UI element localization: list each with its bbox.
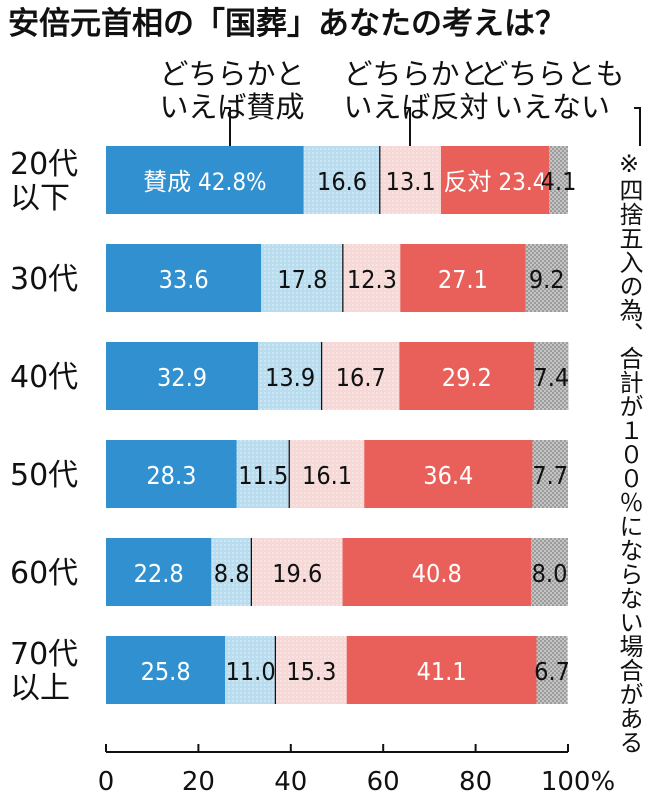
legend-leader-somewhat_favor <box>224 107 231 146</box>
x-tick-label-3: 60 <box>367 767 400 797</box>
category-label-2-0: 40代 <box>10 360 78 395</box>
category-label-5-0: 70代 <box>10 637 78 672</box>
chart-title: 安倍元首相の「国葬」あなたの考えは？ <box>8 6 566 42</box>
data-label-oppose-4: 40.8 <box>412 559 462 588</box>
bar-oppose-0 <box>440 146 550 214</box>
data-label-somewhat_oppose-5: 15.3 <box>286 657 336 686</box>
data-label-somewhat_oppose-1: 12.3 <box>347 265 397 294</box>
bar-oppose-4 <box>342 538 532 606</box>
bar-somewhat_favor-1 <box>261 244 344 312</box>
category-label-4-0: 60代 <box>10 556 78 591</box>
category-label-5-1: 以上 <box>10 671 70 706</box>
bar-somewhat_oppose-5 <box>276 636 347 704</box>
bar-favor-1 <box>106 244 262 312</box>
data-label-oppose-3: 36.4 <box>423 461 473 490</box>
legend-neither-line1: いえない <box>494 90 610 124</box>
data-label-neither-3: 7.7 <box>532 461 568 490</box>
x-tick-label-5: 100% <box>541 767 615 797</box>
bar-favor-3 <box>106 440 237 508</box>
data-label-somewhat_favor-2: 13.9 <box>265 363 315 392</box>
category-label-3-0: 50代 <box>10 458 78 493</box>
data-label-somewhat_oppose-0: 13.1 <box>386 167 436 196</box>
data-label-oppose-0: 反対 23.4 <box>444 168 547 196</box>
bars-group: 賛成 42.8% 16.6 13.1 反対 23.44.1 33.6 17.8 12.3 27… <box>106 146 576 704</box>
bar-neither-5 <box>536 636 568 704</box>
rounding-note: ※四捨五入の為、合計が１００％にならない場合がある <box>615 150 643 754</box>
bar-somewhat_favor-3 <box>236 440 290 508</box>
x-tick-label-4: 80 <box>459 767 492 797</box>
data-label-favor-5: 25.8 <box>141 657 191 686</box>
data-label-neither-0: 4.1 <box>541 167 577 196</box>
legend-somewhat_favor-line0: どちらかと <box>159 57 304 91</box>
bar-somewhat_favor-0 <box>303 146 381 214</box>
legend-somewhat_oppose-line0: どちらかと <box>343 57 488 91</box>
bar-neither-4 <box>531 538 568 606</box>
data-label-neither-4: 8.0 <box>532 559 568 588</box>
bar-oppose-2 <box>399 342 535 410</box>
data-label-somewhat_oppose-3: 16.1 <box>302 461 352 490</box>
bar-somewhat_favor-4 <box>211 538 252 606</box>
x-tick-label-2: 40 <box>274 767 307 797</box>
bar-oppose-1 <box>400 244 526 312</box>
data-label-neither-2: 7.4 <box>533 363 569 392</box>
data-label-somewhat_favor-3: 11.5 <box>238 461 288 490</box>
legend-leader-somewhat_oppose <box>404 107 411 146</box>
legend-somewhat_oppose-line1: いえば反対 <box>343 90 488 124</box>
data-label-favor-2: 32.9 <box>157 363 207 392</box>
legend-somewhat_favor-line1: いえば賛成 <box>159 90 304 124</box>
data-label-neither-5: 6.7 <box>534 657 570 686</box>
bar-neither-3 <box>532 440 568 508</box>
x-tick-label-0: 0 <box>98 767 115 797</box>
category-label-1-0: 30代 <box>10 262 78 297</box>
category-label-0-1: 以下 <box>10 181 70 216</box>
data-label-favor-1: 33.6 <box>159 265 209 294</box>
data-label-somewhat_favor-0: 16.6 <box>317 167 367 196</box>
bar-somewhat_oppose-3 <box>289 440 365 508</box>
bar-favor-2 <box>106 342 258 410</box>
bar-somewhat_oppose-2 <box>322 342 400 410</box>
bar-somewhat_oppose-1 <box>343 244 401 312</box>
bar-somewhat_favor-5 <box>225 636 277 704</box>
x-axis: 0 20 40 60 80 100% <box>98 744 615 797</box>
legend-neither-line0: どちらとも <box>479 57 624 91</box>
bar-favor-4 <box>106 538 212 606</box>
data-label-neither-1: 9.2 <box>529 265 565 294</box>
bar-oppose-3 <box>364 440 533 508</box>
bar-neither-2 <box>534 342 569 410</box>
bar-neither-0 <box>549 146 568 214</box>
data-label-somewhat_oppose-2: 16.7 <box>336 363 386 392</box>
x-tick-label-1: 20 <box>182 767 215 797</box>
data-label-oppose-2: 29.2 <box>442 363 492 392</box>
data-label-oppose-1: 27.1 <box>438 265 488 294</box>
bar-neither-1 <box>525 244 568 312</box>
data-label-favor-4: 22.8 <box>134 559 184 588</box>
bar-somewhat_favor-2 <box>257 342 323 410</box>
data-label-somewhat_oppose-4: 19.6 <box>272 559 322 588</box>
data-label-oppose-5: 41.1 <box>417 657 467 686</box>
data-label-favor-0: 賛成 42.8% <box>143 168 266 196</box>
bar-somewhat_oppose-0 <box>380 146 441 214</box>
data-label-somewhat_favor-4: 8.8 <box>214 559 250 588</box>
legend-leader-neither <box>634 107 641 146</box>
bar-oppose-5 <box>346 636 537 704</box>
category-label-0-0: 20代 <box>10 147 78 182</box>
bar-somewhat_oppose-4 <box>251 538 343 606</box>
bar-favor-0 <box>106 146 304 214</box>
data-label-somewhat_favor-1: 17.8 <box>277 265 327 294</box>
data-label-favor-3: 28.3 <box>146 461 196 490</box>
data-label-somewhat_favor-5: 11.0 <box>226 657 276 686</box>
bar-favor-5 <box>106 636 226 704</box>
